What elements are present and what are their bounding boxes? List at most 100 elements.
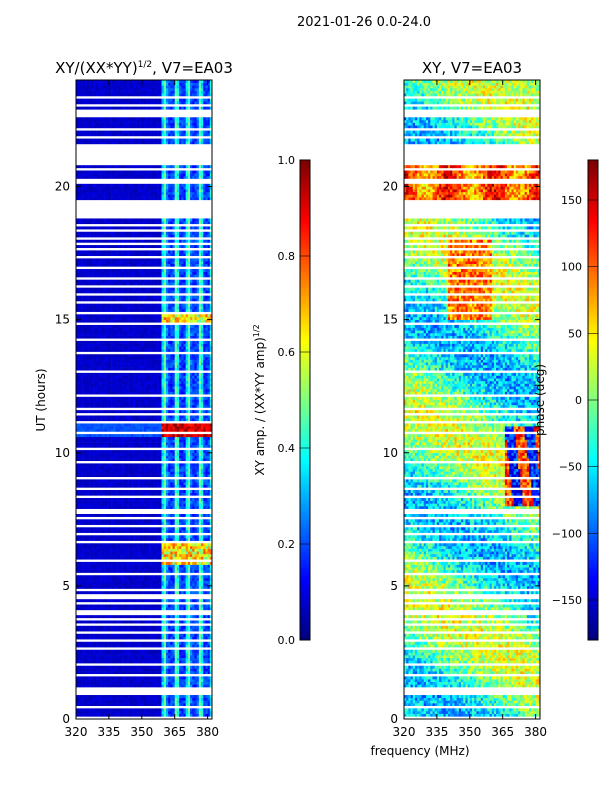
left-axes: 320 335 350 365 380 0 5 10 15 20: [55, 79, 219, 739]
colorbar-segment: [300, 456, 310, 461]
colorbar-segment: [588, 384, 598, 389]
colorbar-segment: [300, 628, 310, 633]
colorbar-segment: [588, 356, 598, 361]
colorbar-segment: [300, 528, 310, 533]
plot-frame: [403, 79, 541, 720]
colorbar-segment: [300, 620, 310, 625]
colorbar-segment: [300, 600, 310, 605]
colorbar-segment: [588, 432, 598, 437]
colorbar-segment: [588, 228, 598, 233]
colorbar-segment: [588, 360, 598, 365]
colorbar-segment: [300, 556, 310, 561]
colorbar-tick-label: 0.2: [278, 538, 296, 551]
colorbar-segment: [300, 292, 310, 297]
colorbar-segment: [588, 236, 598, 241]
colorbar-tick-label: 0.8: [278, 250, 296, 263]
colorbar-tick-label: −50: [559, 461, 582, 474]
colorbar-segment: [588, 268, 598, 273]
x-tick-label: 365: [163, 725, 186, 739]
colorbar-segment: [300, 308, 310, 313]
colorbar-segment: [300, 576, 310, 581]
colorbar-segment: [588, 440, 598, 445]
colorbar-segment: [588, 548, 598, 553]
colorbar-segment: [300, 412, 310, 417]
colorbar-segment: [300, 636, 310, 641]
colorbar-segment: [588, 180, 598, 185]
colorbar-segment: [588, 328, 598, 333]
colorbar-segment: [300, 352, 310, 357]
colorbar-segment: [300, 356, 310, 361]
colorbar-segment: [588, 300, 598, 305]
colorbar-segment: [300, 276, 310, 281]
colorbar-segment: [588, 464, 598, 469]
colorbar-segment: [588, 252, 598, 257]
colorbar-segment: [588, 352, 598, 357]
colorbar-segment: [588, 272, 598, 277]
colorbar-segment: [588, 500, 598, 505]
colorbar-segment: [588, 380, 598, 385]
colorbar-segment: [300, 340, 310, 345]
colorbar-segment: [300, 344, 310, 349]
colorbar-segment: [588, 472, 598, 477]
colorbar-segment: [588, 184, 598, 189]
x-tick-label: 380: [196, 725, 219, 739]
colorbar-segment: [300, 360, 310, 365]
colorbar-segment: [588, 284, 598, 289]
colorbar-segment: [588, 580, 598, 585]
colorbar-segment: [300, 332, 310, 337]
colorbar-segment: [300, 508, 310, 513]
colorbar-segment: [588, 244, 598, 249]
colorbar-segment: [588, 404, 598, 409]
colorbar-segment: [588, 164, 598, 169]
colorbar-segment: [300, 216, 310, 221]
colorbar-segment: [300, 608, 310, 613]
colorbar-segment: [588, 188, 598, 193]
colorbar-segment: [588, 260, 598, 265]
colorbar-segment: [588, 392, 598, 397]
colorbar-segment: [300, 616, 310, 621]
colorbar-segment: [300, 380, 310, 385]
colorbar-segment: [300, 324, 310, 329]
colorbar-segment: [300, 520, 310, 525]
colorbar-segment: [300, 632, 310, 637]
colorbar-tick-label: 1.0: [278, 154, 296, 167]
colorbar-segment: [588, 468, 598, 473]
colorbar-segment: [300, 252, 310, 257]
colorbar-segment: [588, 596, 598, 601]
colorbar-segment: [588, 572, 598, 577]
colorbar-segment: [300, 444, 310, 449]
y-tick-label: 5: [62, 579, 70, 593]
colorbar-segment: [588, 220, 598, 225]
colorbar-segment: [300, 424, 310, 429]
colorbar-segment: [588, 504, 598, 509]
colorbar-segment: [588, 160, 598, 165]
colorbar-segment: [588, 520, 598, 525]
colorbar-segment: [588, 512, 598, 517]
colorbar-tick-label: 0.4: [278, 442, 296, 455]
colorbar-segment: [588, 564, 598, 569]
colorbar-segment: [300, 240, 310, 245]
left-ylabel: UT (hours): [34, 368, 48, 431]
colorbar-segment: [300, 532, 310, 537]
colorbar-segment: [300, 452, 310, 457]
colorbar-segment: [300, 204, 310, 209]
colorbar-segment: [300, 212, 310, 217]
colorbar-segment: [300, 388, 310, 393]
colorbar-segment: [300, 304, 310, 309]
colorbar-segment: [588, 488, 598, 493]
colorbar-segment: [588, 388, 598, 393]
x-tick-label: 350: [130, 725, 153, 739]
colorbar-segment: [300, 320, 310, 325]
colorbar-segment: [300, 500, 310, 505]
colorbar-segment: [588, 556, 598, 561]
colorbar-segment: [588, 336, 598, 341]
colorbar-segment: [588, 172, 598, 177]
colorbar-segment: [588, 540, 598, 545]
colorbar-segment: [300, 564, 310, 569]
colorbar-segment: [300, 196, 310, 201]
colorbar-segment: [300, 560, 310, 565]
colorbar-segment: [588, 296, 598, 301]
x-tick-label: 335: [425, 725, 448, 739]
colorbar-segment: [588, 340, 598, 345]
colorbar-segment: [300, 284, 310, 289]
